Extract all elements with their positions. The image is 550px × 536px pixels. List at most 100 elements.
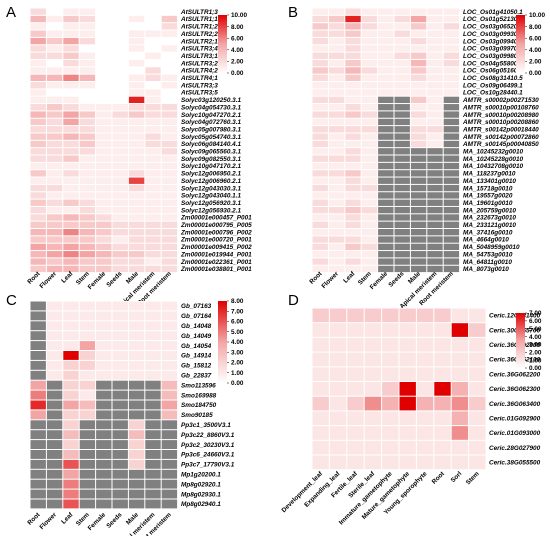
column-label: Root xyxy=(431,470,447,486)
heatmap-cell xyxy=(128,258,145,265)
heatmap-cell xyxy=(443,229,460,236)
heatmap-cell xyxy=(399,352,416,367)
column-label: Stem xyxy=(465,470,481,486)
heatmap-cell xyxy=(161,74,178,81)
row-label: MA_15718g0010 xyxy=(463,185,513,192)
heatmap-cell xyxy=(161,331,178,341)
heatmap-cell xyxy=(469,440,486,455)
heatmap-cell xyxy=(394,111,410,118)
heatmap-cell xyxy=(328,214,345,221)
heatmap-cell xyxy=(378,59,394,67)
heatmap-cell xyxy=(128,23,145,30)
heatmap-cell xyxy=(128,420,145,430)
heatmap-cell xyxy=(46,148,63,155)
heatmap-cell xyxy=(79,133,96,140)
heatmap-cell xyxy=(79,206,96,214)
heatmap-cell xyxy=(128,45,145,52)
heatmap-cell xyxy=(46,23,63,30)
heatmap-cell xyxy=(145,74,161,81)
heatmap-cell xyxy=(443,206,460,214)
heatmap-cell xyxy=(128,430,145,440)
heatmap-cell xyxy=(46,140,63,148)
heatmap-cell xyxy=(451,367,469,381)
row-label: Solyc10g047170.2.1 xyxy=(181,163,241,170)
heatmap-cell xyxy=(434,367,451,381)
heatmap-cell xyxy=(347,396,364,411)
heatmap-cell xyxy=(96,118,112,126)
heatmap-cell xyxy=(145,341,161,350)
heatmap-cell xyxy=(161,370,178,380)
heatmap-cell xyxy=(145,430,161,440)
heatmap-cell xyxy=(145,89,161,96)
heatmap-cell xyxy=(410,37,427,45)
heatmap-cell xyxy=(63,206,79,214)
heatmap-cell xyxy=(312,67,328,74)
column-label: Sorl xyxy=(450,470,464,484)
heatmap-cell xyxy=(112,251,128,258)
heatmap-cell xyxy=(145,23,161,30)
heatmap-cell xyxy=(394,170,410,177)
heatmap-cell xyxy=(46,170,63,177)
heatmap-cell xyxy=(79,170,96,177)
heatmap-cell xyxy=(469,382,486,396)
color-scale-tick-label: 7.00 xyxy=(529,310,542,317)
color-scale-tick-label: 10.00 xyxy=(231,12,247,19)
heatmap-cell xyxy=(394,104,410,111)
heatmap-cell xyxy=(451,440,469,455)
heatmap-cell xyxy=(161,341,178,350)
heatmap-cell xyxy=(46,301,63,311)
heatmap-background-b xyxy=(312,8,460,273)
heatmap-cell xyxy=(427,23,443,30)
heatmap-cell xyxy=(46,59,63,67)
heatmap-cell xyxy=(378,111,394,118)
heatmap-cell xyxy=(63,400,79,410)
heatmap-cell xyxy=(46,258,63,265)
color-scale-tick-label: 2.00 xyxy=(231,59,244,66)
heatmap-cell xyxy=(128,390,145,400)
heatmap-cell xyxy=(145,321,161,331)
heatmap-cell xyxy=(63,341,79,350)
heatmap-cell xyxy=(96,15,112,23)
heatmap-cell xyxy=(161,23,178,30)
heatmap-cell xyxy=(63,390,79,400)
heatmap-cell xyxy=(79,258,96,265)
heatmap-cell xyxy=(63,52,79,59)
heatmap-cell xyxy=(161,82,178,89)
row-label: Ceric.36G062200 xyxy=(489,371,541,378)
row-label: Solyc09g082550.3.1 xyxy=(181,156,241,163)
heatmap-cell xyxy=(96,89,112,96)
color-scale-bar xyxy=(516,15,525,73)
heatmap-cell xyxy=(328,236,345,243)
heatmap-cell xyxy=(328,23,345,30)
heatmap-cell xyxy=(79,221,96,228)
heatmap-cell xyxy=(443,162,460,170)
heatmap-cell xyxy=(361,37,378,45)
heatmap-cell xyxy=(145,459,161,469)
heatmap-cell xyxy=(79,45,96,52)
heatmap-cell xyxy=(312,89,328,96)
heatmap-cell xyxy=(378,170,394,177)
row-label: AtSULTR1;1 xyxy=(180,16,218,23)
heatmap-cell xyxy=(312,396,329,411)
row-label: Gb_14914 xyxy=(181,353,212,360)
heatmap-cell xyxy=(145,104,161,111)
heatmap-cell xyxy=(410,133,427,140)
heatmap-cell xyxy=(312,221,328,228)
heatmap-cell xyxy=(128,118,145,126)
heatmap-cell xyxy=(46,45,63,52)
heatmap-cell xyxy=(96,229,112,236)
heatmap-cell xyxy=(312,74,328,81)
row-label: Ceric.28G027900 xyxy=(489,445,541,452)
heatmap-cell xyxy=(112,8,128,15)
row-label: MA_5048959g0010 xyxy=(463,244,520,251)
row-label: AMTR_s00002p00271530 xyxy=(462,97,539,104)
heatmap-cell xyxy=(145,199,161,206)
heatmap-cell xyxy=(79,89,96,96)
heatmap-cell xyxy=(161,221,178,228)
heatmap-cell xyxy=(328,133,345,140)
heatmap-cell xyxy=(416,337,434,352)
panel-letter-d: D xyxy=(288,292,299,309)
heatmap-cell xyxy=(451,382,469,396)
heatmap-cell xyxy=(112,243,128,251)
heatmap-cell xyxy=(345,52,361,59)
